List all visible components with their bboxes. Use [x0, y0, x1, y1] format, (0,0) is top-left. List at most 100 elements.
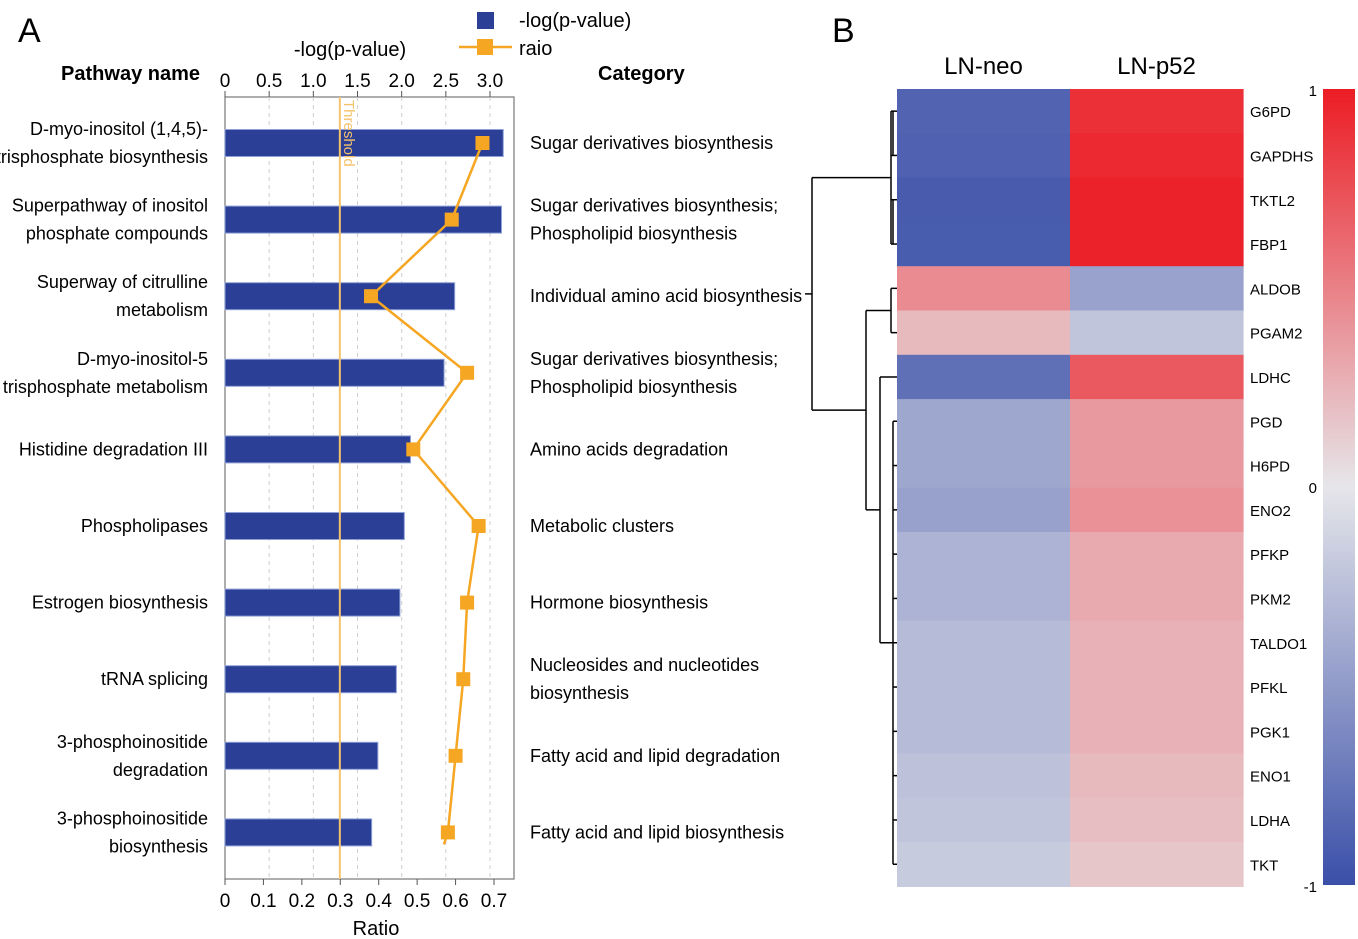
colorbar-tick-label: 1: [1309, 83, 1317, 100]
pathway-label: Histidine degradation III: [19, 439, 208, 459]
heatmap-cell: [1070, 532, 1244, 577]
heatmap-cell: [897, 753, 1071, 799]
heatmap-cell: [897, 133, 1071, 179]
heatmap-cell: [897, 266, 1071, 312]
row-dendrogram: [805, 110, 897, 865]
pathway-bar-chart: Threshold 0 0.5 1.0 1.5 2.0 2.5 3.0 0 0.1 0.2 0.3…: [0, 71, 802, 912]
heatmap-cell: [897, 797, 1071, 843]
plot-frame: [224, 96, 515, 880]
heatmap-cell: [897, 310, 1071, 356]
legend-line-marker: [477, 39, 493, 55]
heatmap-cells: [897, 89, 1244, 887]
panel-a-letter: A: [18, 12, 41, 50]
panel-b-letter: B: [832, 12, 855, 50]
ratio-marker: [448, 748, 463, 763]
legend-bar-swatch: [477, 12, 494, 29]
pathway-label: phosphate compounds: [26, 224, 208, 244]
bottom-tick-label: 0.2: [289, 891, 315, 912]
colorbar: [1323, 89, 1355, 885]
category-label: Sugar derivatives biosynthesis;: [530, 349, 778, 369]
heatmap-cell: [1070, 620, 1244, 666]
pathway-label: Superpathway of inositol: [12, 196, 208, 216]
bottom-tick-label: 0: [220, 891, 231, 912]
bar: [224, 588, 401, 617]
bottom-axis-label: Ratio: [353, 918, 400, 939]
ratio-line: [364, 136, 490, 845]
threshold-label: Threshold: [340, 100, 357, 167]
category-label: biosynthesis: [530, 683, 629, 703]
heatmap-cell: [1070, 354, 1244, 400]
heatmap-cell: [897, 532, 1071, 577]
heatmap-cell: [897, 354, 1071, 400]
category-label: Sugar derivatives biosynthesis: [530, 133, 773, 153]
ratio-marker: [440, 825, 455, 840]
heatmap-cell: [897, 709, 1071, 755]
top-tick-label: 2.5: [433, 71, 459, 92]
category-label: Phospholipid biosynthesis: [530, 377, 737, 397]
legend-line-label: raio: [519, 38, 552, 60]
bottom-tick-label: 0.7: [481, 891, 507, 912]
heatmap-cell: [1070, 133, 1244, 179]
pathway-label: D-myo-inositol (1,4,5)-: [30, 119, 208, 139]
category-label: Sugar derivatives biosynthesis;: [530, 196, 778, 216]
gene-label: PFKP: [1250, 547, 1289, 564]
heatmap-cell: [897, 221, 1071, 267]
gene-label: PGK1: [1250, 724, 1290, 741]
bar: [224, 129, 504, 157]
bar: [224, 205, 502, 234]
gene-labels: G6PD GAPDHS TKTL2 FBP1 ALDOB PGAM2 LDHC PGD H6PD…: [1250, 104, 1313, 874]
pathway-label: metabolism: [116, 300, 208, 320]
category-label: Nucleosides and nucleotides: [530, 655, 759, 675]
gene-label: PFKL: [1250, 680, 1288, 697]
bars: [224, 129, 504, 847]
pathway-label: Superway of citrulline: [37, 272, 208, 292]
top-tick-label: 1.0: [300, 71, 326, 92]
pathway-label: degradation: [113, 760, 208, 780]
gene-label: LDHC: [1250, 370, 1291, 387]
colorbar-ticks: 1 0 -1: [1304, 83, 1317, 896]
category-label: Amino acids degradation: [530, 439, 728, 459]
category-label: Fatty acid and lipid degradation: [530, 746, 780, 766]
ratio-marker: [444, 212, 459, 227]
top-tick-label: 3.0: [477, 71, 503, 92]
heatmap-cell: [897, 177, 1071, 223]
heatmap-cell: [897, 842, 1071, 887]
bottom-tick-label: 0.3: [327, 891, 353, 912]
expression-heatmap: LN-neo LN-p52 G6PD GAPDHS TKTL2 FBP1 ALDOB PGA…: [805, 53, 1355, 896]
bar: [224, 358, 445, 387]
heatmap-cell: [1070, 443, 1244, 489]
heatmap-cell: [1070, 576, 1244, 622]
category-label: Individual amino acid biosynthesis: [530, 286, 802, 306]
heatmap-cell: [897, 576, 1071, 622]
category-header: Category: [598, 63, 686, 85]
gene-label: GAPDHS: [1250, 148, 1313, 165]
pathway-label: trisphosphate metabolism: [3, 377, 208, 397]
category-label: Fatty acid and lipid biosynthesis: [530, 822, 784, 842]
heatmap-cell: [897, 89, 1071, 134]
gene-label: TKTL2: [1250, 193, 1295, 210]
heatmap-cell: [897, 443, 1071, 489]
pathway-label: trisphosphate biosynthesis: [0, 147, 208, 167]
heatmap-cell: [897, 664, 1071, 710]
gene-label: PGAM2: [1250, 326, 1303, 343]
heatmap-cell: [1070, 709, 1244, 755]
heatmap-cell: [1070, 753, 1244, 799]
category-label: Hormone biosynthesis: [530, 593, 708, 613]
heatmap-cell: [1070, 266, 1244, 312]
ratio-marker: [471, 519, 486, 533]
threshold: Threshold: [338, 97, 357, 879]
heatmap-cell: [1070, 664, 1244, 710]
heatmap-cell: [897, 487, 1071, 533]
column-label: LN-p52: [1117, 53, 1196, 80]
heatmap-cell: [1070, 797, 1244, 843]
gene-label: G6PD: [1250, 104, 1291, 121]
gene-label: ALDOB: [1250, 281, 1301, 298]
heatmap-cell: [1070, 89, 1244, 134]
ratio-marker: [460, 595, 475, 610]
top-tick-label: 2.0: [388, 71, 414, 92]
bar: [224, 665, 397, 694]
heatmap-cell: [1070, 842, 1244, 887]
gene-label: ENO1: [1250, 769, 1291, 786]
category-label: Phospholipid biosynthesis: [530, 224, 737, 244]
